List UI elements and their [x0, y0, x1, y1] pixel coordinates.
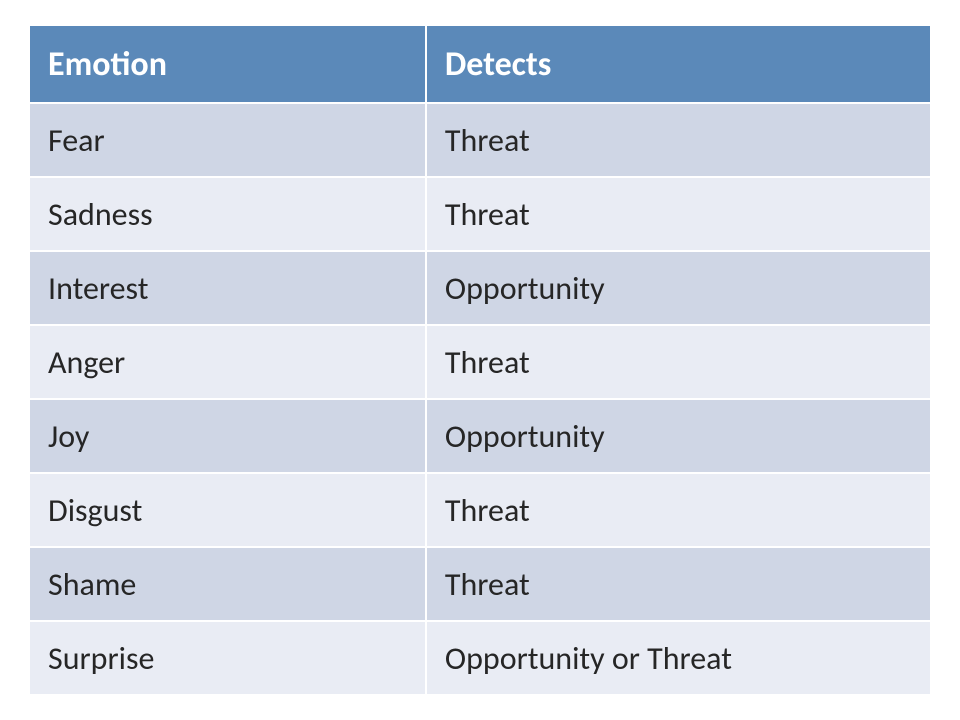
- column-header-detects: Detects: [426, 25, 931, 103]
- table-row: SurpriseOpportunity or Threat: [29, 621, 931, 695]
- table-row: DisgustThreat: [29, 473, 931, 547]
- table-row: FearThreat: [29, 103, 931, 177]
- table-row: AngerThreat: [29, 325, 931, 399]
- cell-emotion: Sadness: [29, 177, 426, 251]
- cell-detects: Opportunity or Threat: [426, 621, 931, 695]
- table-row: SadnessThreat: [29, 177, 931, 251]
- table-header-row: Emotion Detects: [29, 25, 931, 103]
- cell-emotion: Fear: [29, 103, 426, 177]
- emotion-detects-table: Emotion Detects FearThreatSadnessThreatI…: [28, 24, 932, 696]
- table-row: InterestOpportunity: [29, 251, 931, 325]
- cell-detects: Threat: [426, 547, 931, 621]
- column-header-emotion: Emotion: [29, 25, 426, 103]
- cell-detects: Opportunity: [426, 399, 931, 473]
- table-row: ShameThreat: [29, 547, 931, 621]
- cell-detects: Opportunity: [426, 251, 931, 325]
- cell-emotion: Joy: [29, 399, 426, 473]
- table-body: FearThreatSadnessThreatInterestOpportuni…: [29, 103, 931, 695]
- cell-emotion: Anger: [29, 325, 426, 399]
- cell-emotion: Shame: [29, 547, 426, 621]
- cell-detects: Threat: [426, 177, 931, 251]
- cell-emotion: Disgust: [29, 473, 426, 547]
- cell-detects: Threat: [426, 103, 931, 177]
- cell-emotion: Interest: [29, 251, 426, 325]
- cell-detects: Threat: [426, 473, 931, 547]
- cell-emotion: Surprise: [29, 621, 426, 695]
- table-row: JoyOpportunity: [29, 399, 931, 473]
- cell-detects: Threat: [426, 325, 931, 399]
